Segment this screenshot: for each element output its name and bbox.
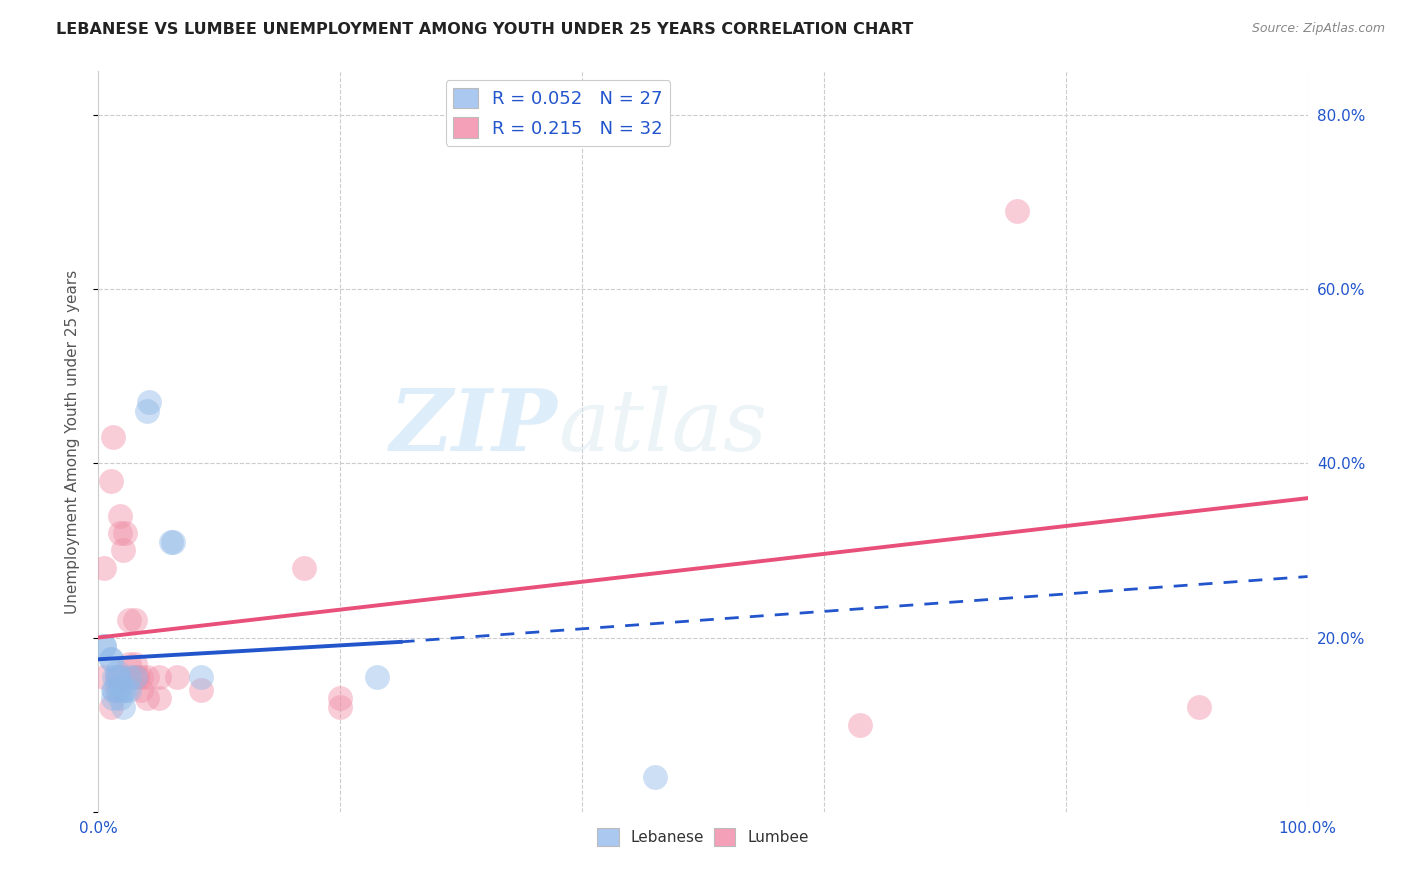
Point	[124, 657, 146, 671]
Point	[111, 682, 134, 697]
Point	[103, 682, 125, 697]
Point	[105, 682, 128, 697]
Text: LEBANESE VS LUMBEE UNEMPLOYMENT AMONG YOUTH UNDER 25 YEARS CORRELATION CHART: LEBANESE VS LUMBEE UNEMPLOYMENT AMONG YO…	[56, 22, 914, 37]
Point	[93, 639, 115, 653]
Point	[108, 508, 131, 523]
Point	[329, 700, 352, 714]
Text: Source: ZipAtlas.com: Source: ZipAtlas.com	[1251, 22, 1385, 36]
Point	[1007, 203, 1029, 218]
Point	[105, 665, 128, 680]
Point	[100, 700, 122, 714]
Point	[148, 670, 170, 684]
Point	[1188, 700, 1211, 714]
Point	[93, 670, 115, 684]
Point	[111, 543, 134, 558]
Point	[101, 682, 124, 697]
Point	[129, 670, 152, 684]
Point	[100, 652, 122, 666]
Point	[100, 474, 122, 488]
Point	[138, 395, 160, 409]
Point	[118, 613, 141, 627]
Point	[100, 652, 122, 666]
Point	[190, 670, 212, 684]
Text: ZIP: ZIP	[389, 385, 558, 468]
Point	[160, 534, 183, 549]
Point	[366, 670, 388, 684]
Point	[105, 670, 128, 684]
Point	[114, 526, 136, 541]
Point	[111, 700, 134, 714]
Point	[162, 534, 184, 549]
Point	[93, 561, 115, 575]
Point	[118, 682, 141, 697]
Point	[108, 682, 131, 697]
Point	[105, 670, 128, 684]
Y-axis label: Unemployment Among Youth under 25 years: Unemployment Among Youth under 25 years	[65, 269, 80, 614]
Point	[292, 561, 315, 575]
Point	[124, 670, 146, 684]
Point	[124, 613, 146, 627]
Point	[129, 682, 152, 697]
Point	[135, 691, 157, 706]
Point	[118, 670, 141, 684]
Point	[108, 670, 131, 684]
Point	[108, 691, 131, 706]
Point	[135, 670, 157, 684]
Point	[127, 670, 149, 684]
Point	[849, 717, 872, 731]
Legend: Lebanese, Lumbee: Lebanese, Lumbee	[591, 822, 815, 852]
Point	[190, 682, 212, 697]
Point	[127, 670, 149, 684]
Point	[101, 691, 124, 706]
Point	[111, 670, 134, 684]
Point	[166, 670, 188, 684]
Point	[644, 770, 666, 784]
Text: atlas: atlas	[558, 385, 768, 468]
Point	[108, 526, 131, 541]
Point	[118, 657, 141, 671]
Point	[101, 430, 124, 444]
Point	[329, 691, 352, 706]
Point	[108, 678, 131, 692]
Point	[114, 682, 136, 697]
Point	[135, 404, 157, 418]
Point	[103, 670, 125, 684]
Point	[93, 639, 115, 653]
Point	[148, 691, 170, 706]
